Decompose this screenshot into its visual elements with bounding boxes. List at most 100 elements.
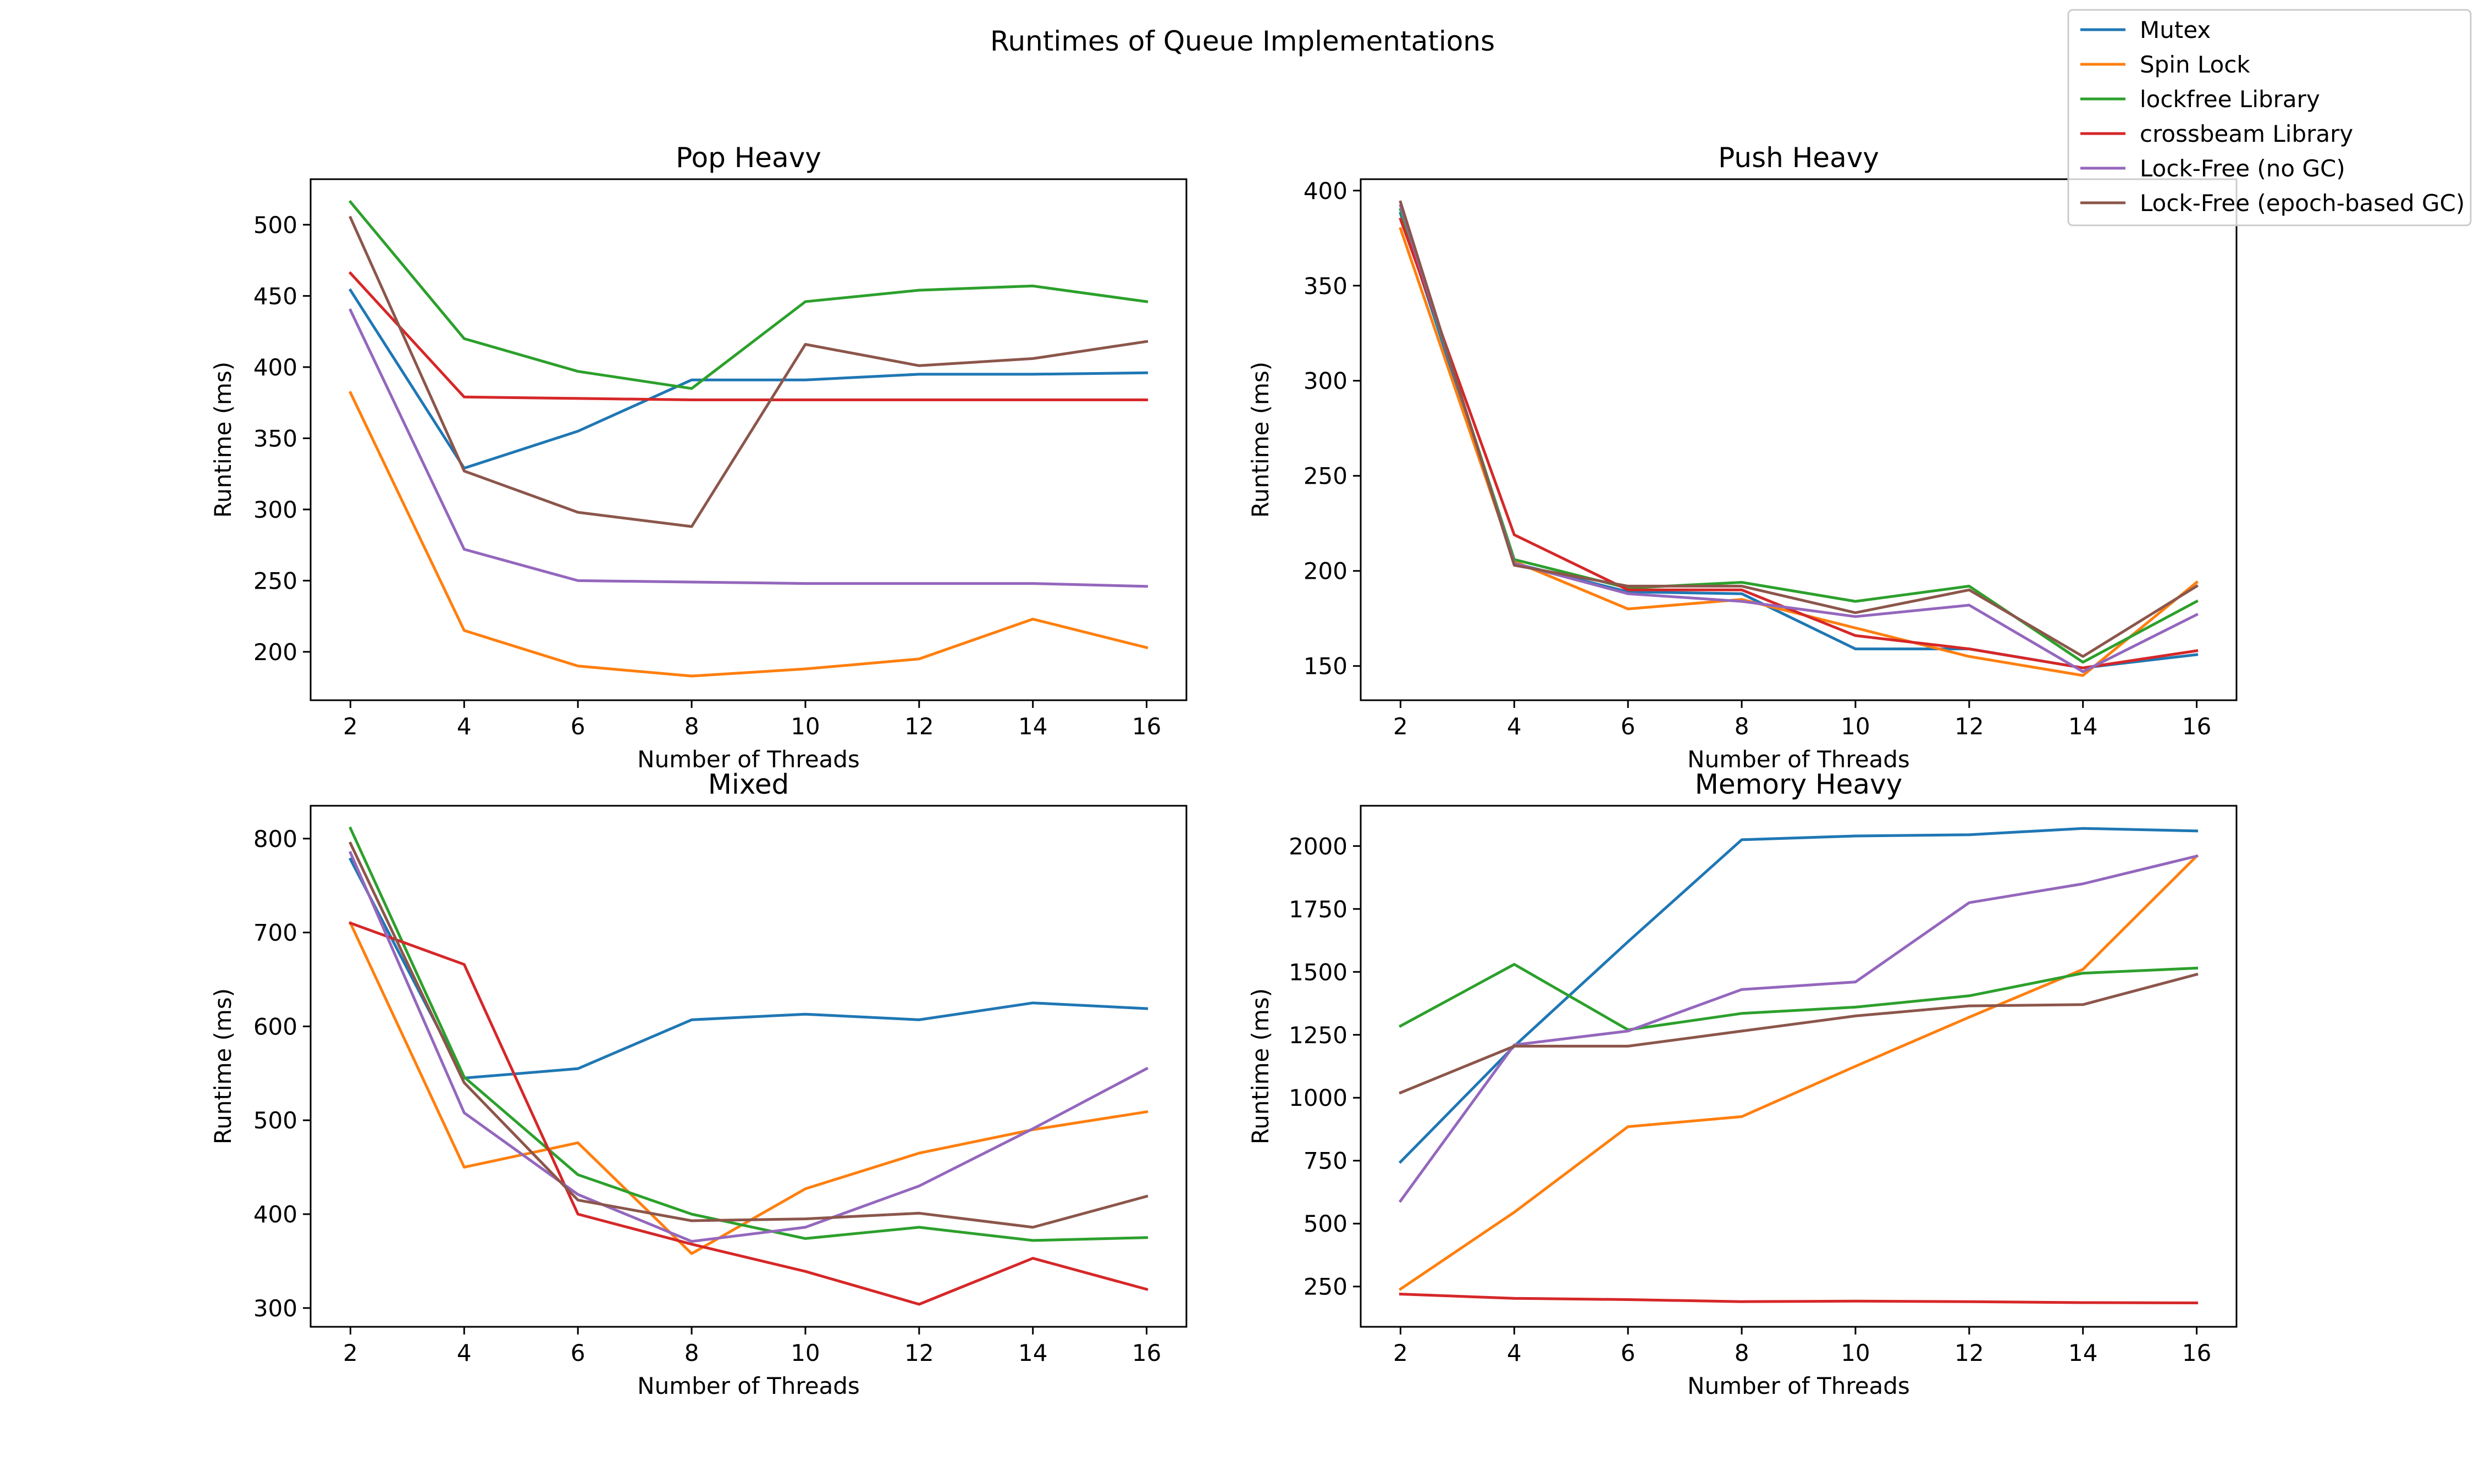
y-tick-label: 400 — [1304, 178, 1348, 204]
panel-title: Pop Heavy — [676, 142, 821, 174]
y-tick-label: 250 — [1304, 463, 1348, 490]
y-tick-label: 350 — [253, 425, 297, 452]
x-tick-label: 2 — [343, 713, 358, 740]
y-tick-label: 300 — [253, 496, 297, 523]
y-tick-label: 1750 — [1289, 896, 1348, 923]
series-line-mutex — [1398, 827, 2199, 1164]
legend-item-mutex: Mutex — [2080, 16, 2211, 43]
x-tick-label: 6 — [1621, 713, 1636, 740]
y-tick-label: 200 — [253, 639, 297, 666]
series-line-lockfree-library — [1399, 208, 2199, 664]
x-tick-label: 8 — [684, 713, 699, 740]
series-group — [1398, 827, 2199, 1305]
series-line-lock-free-epoch-based-gc — [349, 215, 1148, 528]
axes-frame — [310, 178, 1188, 701]
panel-pop-heavy: 2 4 6 8 10 12 14 16 200 250 300 350 400 450 500 Pop Hea… — [209, 142, 1188, 773]
x-axis-label: Number of Threads — [1687, 746, 1910, 773]
x-tick-label: 8 — [1735, 1339, 1749, 1366]
x-tick-label: 16 — [1132, 1339, 1161, 1366]
x-tick-label: 14 — [1018, 1339, 1047, 1366]
panel-push-heavy: 2 4 6 8 10 12 14 16 150 200 250 300 350 400 Push Heavy… — [1247, 142, 2238, 773]
y-axis-label: Runtime (ms) — [1247, 362, 1274, 518]
series-line-spin-lock — [349, 921, 1148, 1255]
y-axis-label: Runtime (ms) — [209, 988, 236, 1144]
series-line-lock-free-no-gc — [349, 851, 1148, 1243]
axes-layer: 2 4 6 8 10 12 14 16 200 250 300 350 400 450 500 Pop Hea… — [209, 142, 2238, 1399]
y-tick-label: 350 — [1304, 273, 1348, 300]
panel-title: Push Heavy — [1718, 142, 1879, 174]
y-tick-label: 2000 — [1289, 833, 1348, 860]
y-tick-label: 300 — [1304, 368, 1348, 395]
legend-frame — [2067, 9, 2472, 226]
x-tick-label: 4 — [1507, 713, 1522, 740]
figure-title: Runtimes of Queue Implementations — [990, 25, 1495, 57]
legend-label: Spin Lock — [2140, 51, 2250, 78]
x-tick-label: 16 — [2182, 713, 2211, 740]
x-tick-label: 2 — [343, 1339, 358, 1366]
series-line-mutex — [349, 857, 1148, 1079]
y-tick-label: 1500 — [1289, 959, 1348, 985]
series-line-lock-free-no-gc — [1398, 854, 2199, 1203]
legend-label: lockfree Library — [2140, 86, 2320, 113]
x-tick-label: 4 — [1507, 1339, 1522, 1366]
series-group — [1399, 200, 2199, 677]
series-line-lock-free-epoch-based-gc — [349, 841, 1148, 1229]
y-tick-label: 700 — [253, 920, 297, 946]
x-tick-label: 6 — [571, 713, 586, 740]
y-tick-label: 150 — [1304, 653, 1348, 680]
legend-item-lock-free-no-gc: Lock-Free (no GC) — [2080, 155, 2345, 182]
y-axis-label: Runtime (ms) — [209, 362, 236, 518]
series-line-crossbeam-library — [1399, 1292, 2199, 1305]
series-group — [349, 826, 1148, 1306]
legend-item-lock-free-epoch-based-gc: Lock-Free (epoch-based GC) — [2080, 190, 2465, 217]
legend-label: Lock-Free (no GC) — [2140, 155, 2345, 182]
series-line-crossbeam-library — [1399, 217, 2199, 669]
axes-frame — [310, 805, 1188, 1328]
x-tick-label: 16 — [1132, 713, 1161, 740]
y-tick-label: 750 — [1304, 1148, 1348, 1175]
legend: Mutex Spin Lock lockfree Library crossbeam … — [2067, 9, 2472, 226]
x-tick-label: 12 — [904, 713, 934, 740]
y-tick-label: 1000 — [1289, 1084, 1348, 1111]
y-tick-label: 450 — [253, 283, 297, 309]
x-tick-label: 10 — [1841, 713, 1870, 740]
y-tick-label: 250 — [253, 567, 297, 594]
y-tick-label: 250 — [1304, 1273, 1348, 1300]
x-tick-label: 14 — [2068, 1339, 2097, 1366]
legend-item-crossbeam-library: crossbeam Library — [2080, 120, 2353, 147]
y-tick-label: 200 — [1304, 558, 1348, 585]
x-tick-label: 4 — [457, 1339, 472, 1366]
series-line-lock-free-epoch-based-gc — [1399, 200, 2199, 658]
x-tick-label: 8 — [1735, 713, 1749, 740]
y-tick-label: 400 — [253, 354, 297, 381]
x-tick-label: 14 — [2068, 713, 2097, 740]
x-tick-label: 10 — [791, 1339, 820, 1366]
panel-title: Mixed — [708, 768, 789, 800]
y-axis-label: Runtime (ms) — [1247, 988, 1274, 1144]
y-tick-label: 400 — [253, 1201, 297, 1228]
series-line-lock-free-epoch-based-gc — [1399, 972, 2199, 1095]
legend-item-spin-lock: Spin Lock — [2080, 51, 2250, 78]
axes-frame — [1360, 805, 2238, 1328]
y-tick-label: 500 — [1304, 1210, 1348, 1237]
x-tick-label: 6 — [571, 1339, 586, 1366]
x-tick-label: 16 — [2182, 1339, 2211, 1366]
legend-item-lockfree-library: lockfree Library — [2080, 86, 2320, 113]
x-tick-label: 12 — [904, 1339, 934, 1366]
series-line-lock-free-no-gc — [349, 308, 1148, 588]
x-axis-label: Number of Threads — [1687, 1372, 1910, 1399]
legend-label: Lock-Free (epoch-based GC) — [2140, 190, 2465, 217]
x-tick-label: 2 — [1393, 713, 1408, 740]
legend-label: Mutex — [2140, 16, 2211, 43]
x-tick-label: 10 — [1841, 1339, 1870, 1366]
x-tick-label: 12 — [1954, 1339, 1984, 1366]
series-line-spin-lock — [349, 391, 1148, 678]
legend-label: crossbeam Library — [2140, 120, 2353, 147]
panel-title: Memory Heavy — [1695, 768, 1902, 800]
y-tick-label: 300 — [253, 1295, 297, 1322]
x-tick-label: 12 — [1954, 713, 1984, 740]
y-tick-label: 500 — [253, 1107, 297, 1134]
x-tick-label: 4 — [457, 713, 472, 740]
